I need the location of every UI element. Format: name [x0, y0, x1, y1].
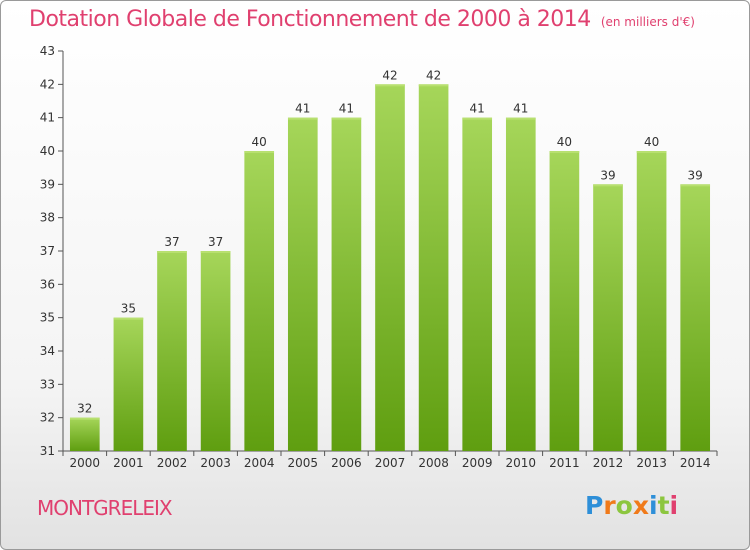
logo-letter: r [603, 491, 616, 520]
chart-bars [69, 84, 711, 452]
x-tick-label: 2003 [200, 456, 231, 470]
proxiti-logo: Proxiti [585, 491, 678, 520]
bar-2013 [636, 151, 667, 451]
bar-2007 [375, 84, 405, 451]
bar-2010 [505, 117, 536, 452]
value-label: 37 [164, 235, 179, 249]
bar-2012 [593, 184, 623, 452]
commune-name: MONTGRELEIX [37, 496, 173, 520]
x-tick-label: 2014 [680, 456, 711, 470]
bar-top-highlight [244, 151, 275, 153]
value-label: 39 [600, 168, 615, 182]
bar-2005 [287, 117, 318, 452]
bar-top-highlight [418, 84, 449, 87]
bar-2003 [200, 251, 231, 451]
y-tick-label: 42 [40, 77, 55, 91]
x-tick-label: 2008 [418, 456, 449, 470]
value-label: 39 [688, 168, 703, 182]
y-tick-label: 35 [40, 311, 55, 325]
x-tick-label: 2000 [70, 456, 101, 470]
y-tick-label: 32 [40, 411, 55, 425]
bar-top-highlight [636, 151, 667, 153]
value-label: 41 [295, 102, 310, 116]
bar-2004 [244, 151, 275, 451]
x-tick-label: 2004 [244, 456, 275, 470]
value-label: 40 [252, 135, 267, 149]
value-label: 35 [121, 302, 136, 316]
x-tick-label: 2011 [549, 456, 580, 470]
bar-top-highlight [462, 117, 493, 120]
x-tick-label: 2010 [506, 456, 537, 470]
logo-letter: P [585, 491, 604, 520]
x-tick-label: 2012 [593, 456, 624, 470]
chart-axes: 31 32 33 34 35 36 37 38 39 40 41 42 43 2000 2001 2002 20… [40, 44, 718, 470]
x-tick-label: 2013 [636, 456, 667, 470]
value-label: 40 [644, 135, 659, 149]
x-tick-label: 2005 [288, 456, 319, 470]
value-label: 37 [208, 235, 223, 249]
x-tick-label: 2002 [157, 456, 188, 470]
bar-2006 [331, 117, 362, 452]
y-tick-label: 41 [40, 111, 55, 125]
bar-top-highlight [680, 184, 711, 187]
x-tick-label: 2006 [331, 456, 362, 470]
bar-2002 [157, 251, 187, 451]
y-tick-label: 33 [40, 377, 55, 391]
logo-letter: i [649, 491, 658, 520]
x-tick-label: 2009 [462, 456, 493, 470]
bar-top-highlight [287, 117, 318, 120]
y-tick-label: 39 [40, 177, 55, 191]
chart-value-labels: 32 35 37 37 40 41 41 42 42 41 41 40 39 40 39 [77, 68, 703, 415]
value-label: 41 [339, 102, 354, 116]
value-label: 40 [557, 135, 572, 149]
bar-2008 [418, 84, 449, 451]
bar-top-highlight [157, 251, 187, 253]
y-tick-label: 43 [40, 44, 55, 58]
bar-top-highlight [69, 417, 100, 420]
y-tick-label: 38 [40, 211, 55, 225]
logo-letter: i [669, 491, 679, 520]
bar-top-highlight [549, 151, 580, 153]
chart-subtitle: (en milliers d'€) [600, 15, 695, 29]
bar-top-highlight [331, 117, 362, 120]
logo-letter: t [657, 491, 670, 520]
chart-title: Dotation Globale de Fonctionnement de 20… [29, 7, 695, 32]
bar-top-highlight [505, 117, 536, 120]
bar-2000 [69, 417, 100, 451]
bar-top-highlight [113, 317, 144, 320]
x-tick-label: 2007 [375, 456, 406, 470]
y-tick-label: 31 [40, 444, 55, 458]
y-tick-label: 34 [40, 344, 55, 358]
y-tick-label: 36 [40, 277, 55, 291]
bar-top-highlight [593, 184, 623, 187]
value-label: 32 [77, 402, 92, 416]
y-tick-label: 37 [40, 244, 55, 258]
value-label: 42 [426, 68, 441, 82]
title-text: Dotation Globale de Fonctionnement de 20… [29, 7, 591, 32]
logo-letter: x [632, 491, 649, 520]
bar-2001 [113, 317, 144, 451]
bar-2011 [549, 151, 580, 451]
bar-top-highlight [200, 251, 231, 253]
y-tick-label: 40 [40, 144, 55, 158]
value-label: 41 [513, 102, 528, 116]
bar-2014 [680, 184, 711, 452]
logo-letter: o [615, 491, 633, 520]
bar-top-highlight [375, 84, 405, 87]
value-label: 42 [382, 68, 397, 82]
x-tick-label: 2001 [113, 456, 144, 470]
bar-2009 [462, 117, 493, 452]
value-label: 41 [470, 102, 485, 116]
